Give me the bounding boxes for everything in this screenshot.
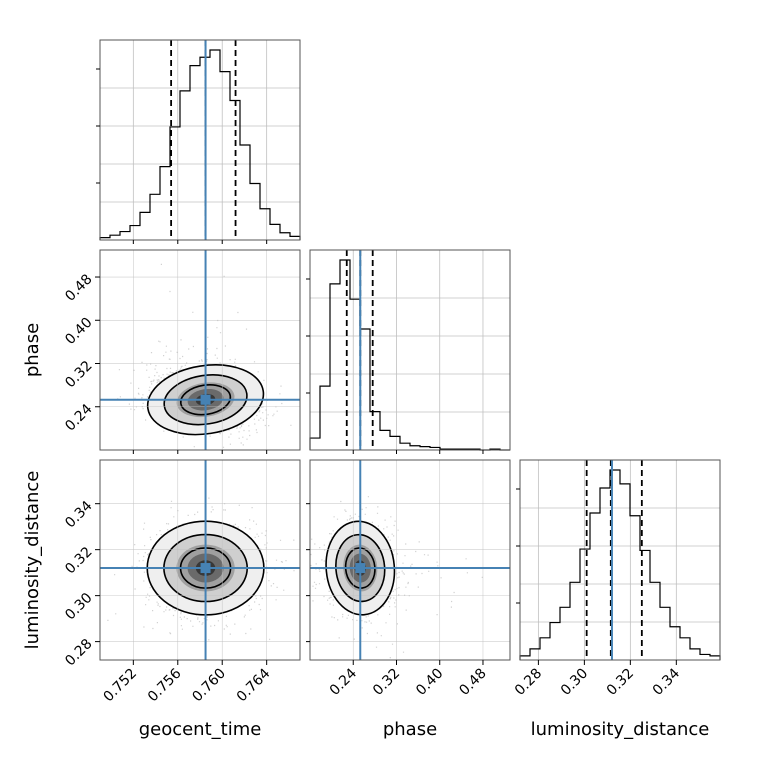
x-tick-label: 0.756 — [145, 665, 185, 705]
contour-line — [146, 364, 265, 436]
contour-line — [163, 374, 248, 426]
x-axis-label-geocent_time: geocent_time — [139, 719, 262, 740]
x-axis-label-phase: phase — [383, 719, 437, 740]
y-axis-label-luminosity_distance: luminosity_distance — [22, 471, 43, 650]
panel-frame — [309, 459, 511, 661]
scatter-panel-luminosity_distance-vs-phase — [309, 459, 511, 661]
truth-marker — [200, 394, 211, 405]
x-tick-label: 0.752 — [100, 666, 140, 706]
contour-line — [325, 520, 396, 616]
panel-content — [100, 460, 300, 660]
x-tick-label: 0.30 — [558, 666, 591, 699]
x-tick-label: 0.24 — [327, 665, 360, 698]
x-tick-label: 0.48 — [456, 666, 489, 699]
truth-marker — [200, 563, 211, 574]
scatter-panel-phase-vs-geocent_time — [99, 249, 301, 451]
panel-frame — [99, 249, 301, 451]
histogram-step-geocent_time — [99, 49, 301, 240]
y-tick-label: 0.34 — [62, 498, 95, 531]
panel-frame — [99, 39, 301, 241]
histogram-step-phase — [309, 259, 510, 451]
truth-marker — [355, 563, 366, 574]
x-tick-label: 0.32 — [604, 666, 637, 699]
y-tick-label: 0.48 — [62, 271, 95, 304]
x-tick-label: 0.34 — [650, 665, 683, 698]
scatter-panel-luminosity_distance-vs-geocent_time — [99, 459, 301, 661]
contour-line — [344, 547, 376, 589]
y-tick-label: 0.24 — [62, 401, 95, 434]
panel-frame — [519, 459, 721, 661]
y-tick-label: 0.32 — [62, 358, 95, 391]
panel-frame — [309, 249, 511, 451]
histogram-panel-geocent_time — [96, 39, 301, 241]
panel-frame — [99, 459, 301, 661]
y-tick-label: 0.30 — [62, 590, 95, 623]
histogram-panel-luminosity_distance — [516, 459, 721, 661]
histogram-step-luminosity_distance — [519, 469, 721, 660]
contour-line — [179, 384, 232, 416]
y-tick-label: 0.28 — [62, 636, 95, 669]
x-axis-label-luminosity_distance: luminosity_distance — [531, 719, 710, 740]
x-tick-label: 0.28 — [512, 666, 545, 699]
y-axis-label-phase: phase — [22, 323, 43, 377]
panel-content — [310, 460, 510, 660]
x-tick-label: 0.40 — [413, 666, 446, 699]
x-tick-label: 0.32 — [370, 666, 403, 699]
y-tick-label: 0.32 — [62, 544, 95, 577]
panel-content — [100, 250, 300, 450]
x-tick-label: 0.764 — [234, 665, 274, 705]
contour-line — [335, 533, 386, 603]
x-tick-label: 0.760 — [189, 666, 229, 706]
y-tick-label: 0.40 — [62, 315, 95, 348]
histogram-panel-phase — [306, 249, 511, 451]
